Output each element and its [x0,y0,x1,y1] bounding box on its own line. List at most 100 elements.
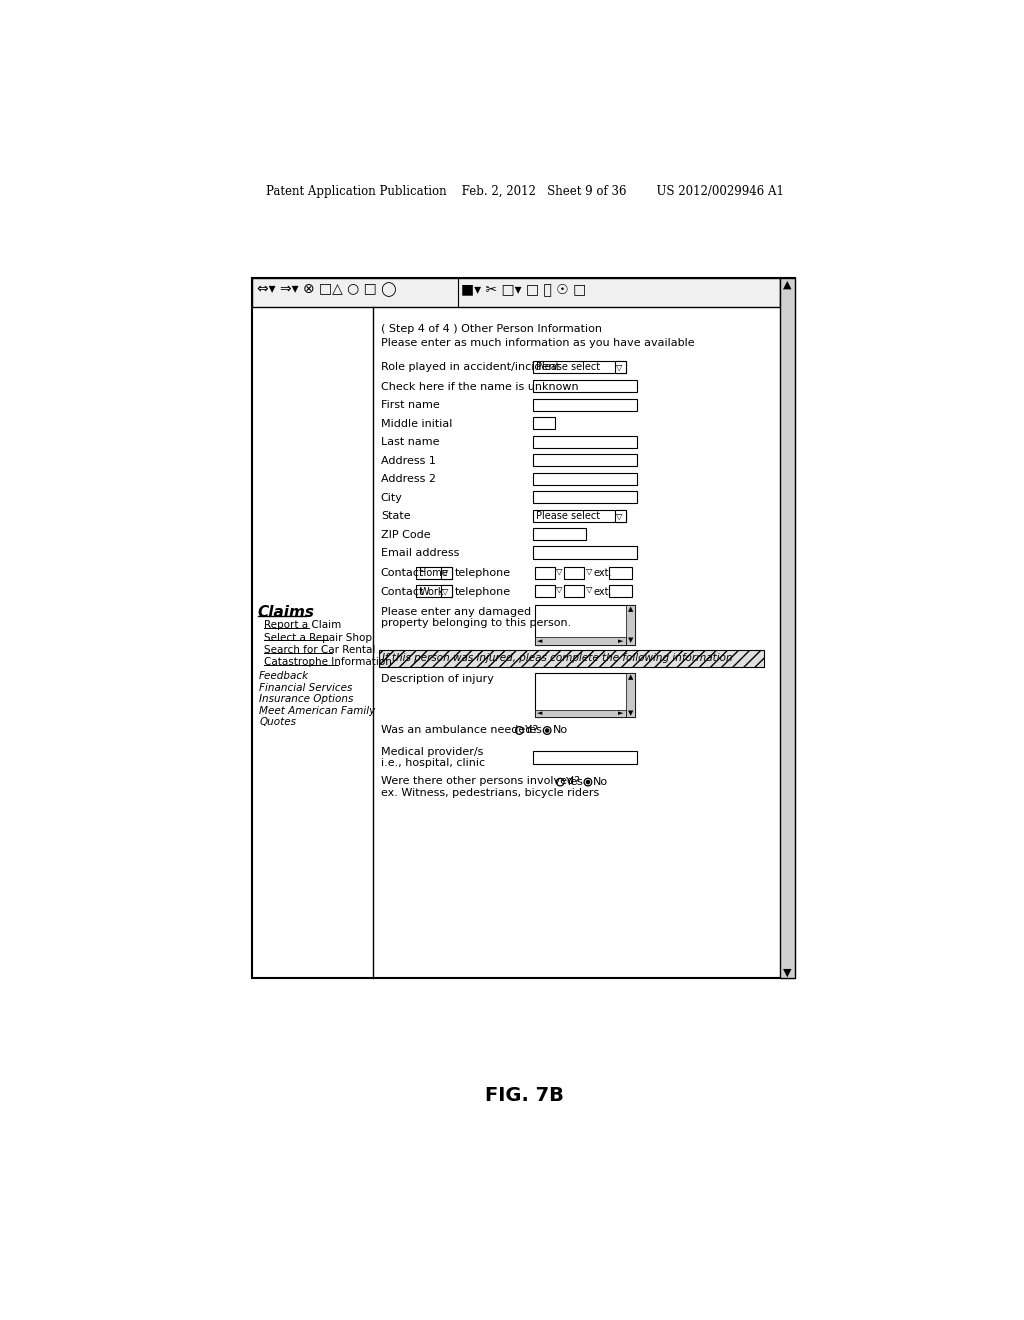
Text: Contact: Contact [381,568,424,578]
Bar [614,510,626,521]
Text: ZIP Code: ZIP Code [381,529,430,540]
Text: ►: ► [618,638,624,644]
Bar [534,360,626,374]
Text: Address 2: Address 2 [381,474,436,484]
Text: Claims: Claims [258,605,314,620]
Text: Financial Services: Financial Services [259,682,352,693]
Text: FIG. 7B: FIG. 7B [485,1086,564,1105]
Bar [614,360,626,374]
Bar [535,638,626,645]
Bar [534,454,637,466]
Text: ◄: ◄ [537,710,542,717]
Text: Quotes: Quotes [259,718,296,727]
Bar [441,566,452,579]
Text: City: City [381,492,402,503]
Text: Were there other persons involved?
ex. Witness, pedestrians, bicycle riders: Were there other persons involved? ex. W… [381,776,599,797]
Text: ( Step 4 of 4 ) Other Person Information: ( Step 4 of 4 ) Other Person Information [381,323,602,334]
Bar [535,585,555,598]
Text: Insurance Options: Insurance Options [259,694,353,705]
Bar [252,277,795,978]
Text: ext.: ext. [593,568,611,578]
Bar [626,673,635,718]
Bar [252,277,779,308]
Text: ▲: ▲ [628,675,633,680]
Bar [564,585,584,598]
Bar [534,473,637,484]
Text: ▲: ▲ [628,607,633,612]
Text: ►: ► [618,710,624,717]
Text: ▽: ▽ [556,566,563,576]
Text: Medical provider/s
i.e., hospital, clinic: Medical provider/s i.e., hospital, clini… [381,747,485,768]
Text: Email address: Email address [381,548,459,558]
Circle shape [545,729,550,733]
Text: ▼: ▼ [628,638,633,643]
Text: Role played in accident/incident: Role played in accident/incident [381,363,560,372]
Text: Was an ambulance needed?: Was an ambulance needed? [381,725,538,735]
Text: ▽: ▽ [556,585,563,594]
Text: ■▾ ✂ □▾ □ ❎ ☉ □: ■▾ ✂ □▾ □ ❎ ☉ □ [461,282,586,297]
Text: ▲: ▲ [783,280,792,289]
Text: telephone: telephone [455,586,511,597]
Bar [535,566,555,579]
Bar [535,673,635,718]
Text: State: State [381,511,411,521]
Text: Address 1: Address 1 [381,455,435,466]
Text: ◄: ◄ [537,638,542,644]
Bar [534,510,626,521]
Text: Meet American Family: Meet American Family [259,706,376,715]
Bar [534,546,637,558]
Text: Patent Application Publication    Feb. 2, 2012   Sheet 9 of 36        US 2012/00: Patent Application Publication Feb. 2, 2… [266,185,783,198]
Bar [379,649,764,667]
Text: Select a Repair Shop: Select a Repair Shop [264,632,372,643]
Text: telephone: telephone [455,568,511,578]
Text: Contact: Contact [381,586,424,597]
Text: Home: Home [419,568,449,578]
Text: No: No [553,725,567,735]
Text: Yes: Yes [524,725,543,735]
Text: Search for Car Rental: Search for Car Rental [264,645,375,655]
Bar [441,585,452,598]
Text: No: No [593,777,608,788]
Text: ▽: ▽ [586,566,592,576]
Bar [416,585,452,598]
Bar [416,566,452,579]
Text: ▽: ▽ [616,363,623,371]
Bar [608,566,632,579]
Text: ext.: ext. [593,586,611,597]
Text: Description of injury: Description of injury [381,675,494,684]
Text: ▽: ▽ [586,585,592,594]
Bar [534,436,637,447]
Text: Last name: Last name [381,437,439,447]
Text: ⇔▾ ⇒▾ ⊗ □△ ○ □ ◯: ⇔▾ ⇒▾ ⊗ □△ ○ □ ◯ [257,282,396,297]
Text: First name: First name [381,400,439,411]
Text: Check here if the name is unknown: Check here if the name is unknown [381,381,579,392]
Text: ▼: ▼ [783,968,792,978]
Bar [535,605,635,645]
Bar [626,605,635,645]
Text: Please enter as much information as you have available: Please enter as much information as you … [381,338,694,347]
Bar [534,528,586,540]
Text: Feedback: Feedback [259,671,309,681]
Text: Catastrophe Information: Catastrophe Information [264,657,391,668]
Text: If this person was injured, pleas complete the following information: If this person was injured, pleas comple… [382,653,733,663]
Text: ▼: ▼ [628,710,633,715]
Text: Yes: Yes [565,777,584,788]
Text: Please select: Please select [537,511,600,521]
Text: Please enter any damaged
property belonging to this person.: Please enter any damaged property belong… [381,607,571,628]
Bar [534,399,637,411]
Text: Report a Claim: Report a Claim [264,620,341,631]
Text: Work: Work [419,586,443,597]
Circle shape [586,780,590,784]
Bar [534,417,555,429]
Bar [535,710,626,718]
Bar [608,585,632,598]
Bar [564,566,584,579]
Bar [534,380,637,392]
Bar [779,277,795,978]
Bar [534,751,637,763]
Text: ▽: ▽ [442,586,449,595]
Text: ▽: ▽ [616,511,623,520]
Text: Please select: Please select [537,363,600,372]
Text: Middle initial: Middle initial [381,418,453,429]
Bar [534,491,637,503]
